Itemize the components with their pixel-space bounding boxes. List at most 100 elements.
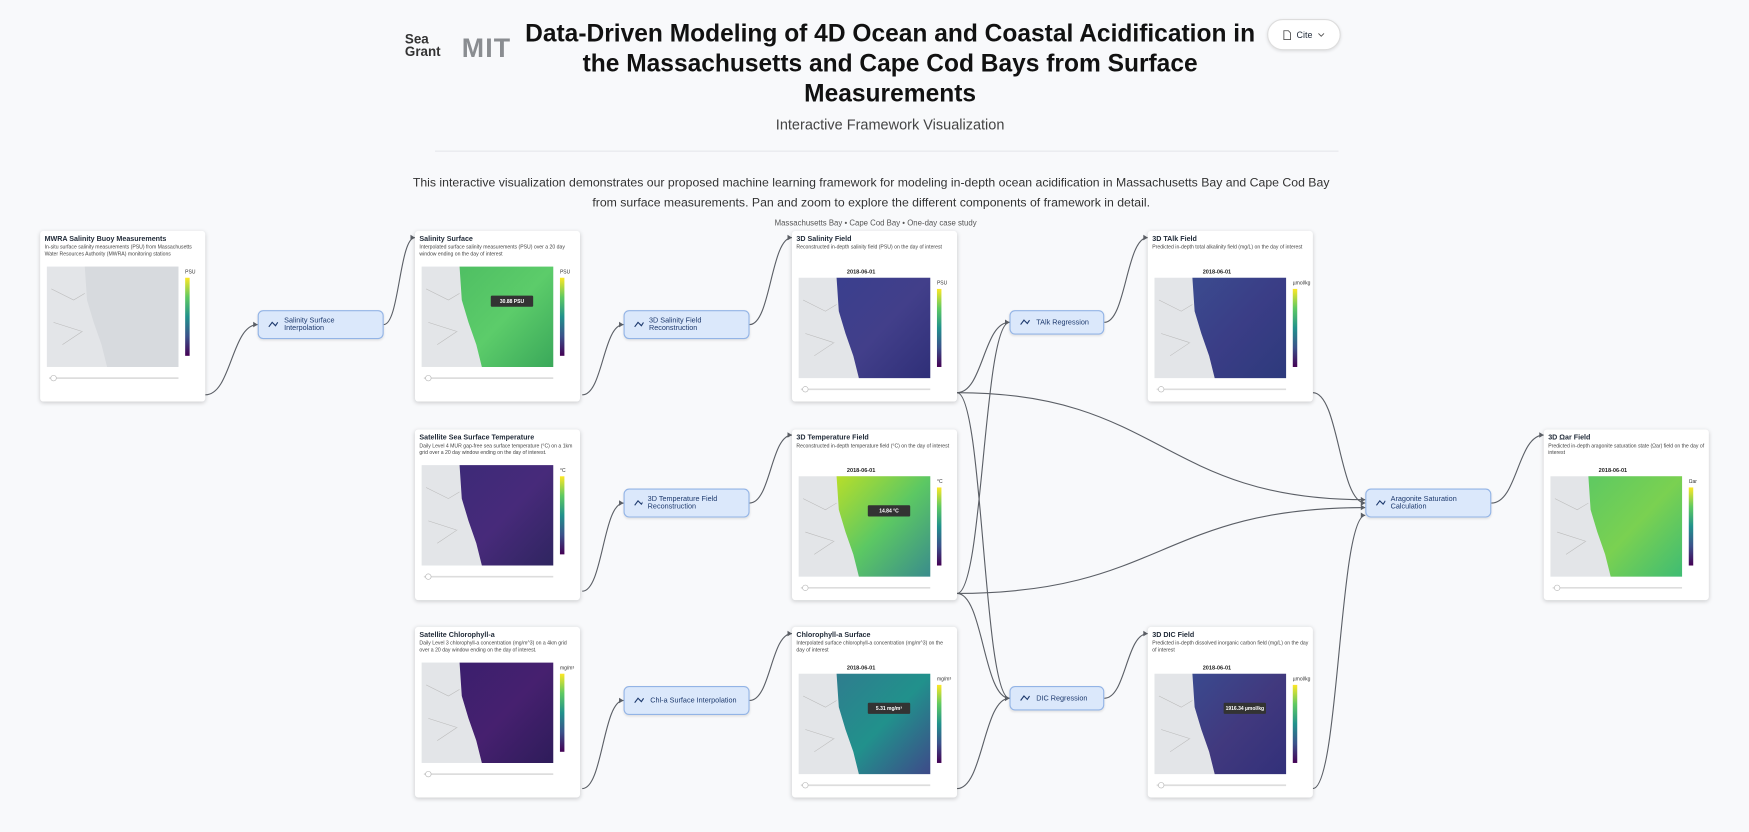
colorbar-unit: PSU bbox=[560, 269, 571, 275]
map-date: 2018-06-01 bbox=[847, 468, 875, 474]
process-node[interactable]: DIC Regression bbox=[1009, 685, 1105, 711]
doc-icon bbox=[1283, 29, 1292, 40]
process-node[interactable]: Aragonite Saturation Calculation bbox=[1365, 488, 1492, 518]
edge-arrow bbox=[619, 321, 624, 328]
card-title: 3D Temperature Field bbox=[796, 433, 869, 442]
map-ocean bbox=[1192, 673, 1287, 775]
node-label: Salinity Surface Interpolation bbox=[284, 316, 335, 333]
node-icon bbox=[1020, 695, 1031, 701]
tooltip-box bbox=[490, 295, 534, 307]
cite-button[interactable]: Cite bbox=[1267, 18, 1341, 51]
edge bbox=[205, 324, 258, 396]
card-title: MWRA Salinity Buoy Measurements bbox=[44, 235, 167, 244]
card-description: Interpolated surface chlorophyll-a conce… bbox=[796, 640, 943, 653]
colorbar bbox=[185, 277, 190, 356]
card-description: Reconstructed in-depth salinity field (P… bbox=[796, 244, 942, 250]
edge-arrow bbox=[1360, 504, 1366, 511]
node-card: 3D Ωar Field Predicted in-depth aragonite… bbox=[1543, 429, 1709, 601]
edge-arrow bbox=[787, 234, 792, 241]
slider-handle bbox=[425, 770, 432, 778]
map-date: 2018-06-01 bbox=[1203, 269, 1231, 275]
process-node[interactable]: 3D Temperature Field Reconstruction bbox=[623, 488, 750, 518]
node-card: 3D TAlk Field Predicted in-depth total al… bbox=[1147, 230, 1313, 402]
node-card: 3D DIC Field Predicted in-depth dissolved… bbox=[1147, 626, 1313, 798]
icon-path bbox=[268, 321, 279, 328]
colorbar bbox=[559, 673, 565, 752]
node-icon bbox=[634, 499, 643, 506]
slider-handle bbox=[802, 782, 809, 789]
edge bbox=[383, 237, 416, 326]
slider-handle bbox=[425, 573, 432, 580]
node-label: Aragonite Saturation Calculation bbox=[1390, 495, 1457, 511]
edge-arrow bbox=[410, 234, 415, 241]
node-card: Chlorophyll-a Surface Interpolated surfac… bbox=[791, 626, 958, 798]
card-description: Predicted in-depth dissolved inorganic c… bbox=[1152, 640, 1309, 653]
edge bbox=[749, 434, 793, 504]
icon-path bbox=[634, 321, 644, 328]
edge bbox=[956, 392, 1010, 699]
case-study-label: Massachusetts Bay • Cape Cod Bay • One-d… bbox=[774, 219, 977, 228]
node-card: 3D Salinity Field Reconstructed in-depth … bbox=[791, 230, 958, 402]
edge-arrow bbox=[619, 500, 624, 506]
map-ocean bbox=[459, 662, 554, 763]
tooltip-value: 1916.34 µmol/kg bbox=[1226, 706, 1264, 712]
map-date: 2018-06-01 bbox=[847, 665, 875, 671]
node-icon bbox=[268, 321, 279, 328]
coast-roads bbox=[1158, 695, 1193, 753]
edge-arrow bbox=[1143, 234, 1148, 241]
edge-arrow bbox=[619, 697, 624, 704]
colorbar bbox=[559, 476, 565, 555]
icon-path bbox=[1020, 695, 1031, 701]
process-node[interactable]: Salinity Surface Interpolation bbox=[257, 310, 384, 340]
card-description: Reconstructed in-depth temperature field… bbox=[796, 442, 950, 449]
node-label: 3D Salinity Field Reconstruction bbox=[648, 316, 702, 333]
coast-roads bbox=[1554, 498, 1589, 555]
map-panel: mg/m³ bbox=[421, 662, 575, 778]
process-node[interactable]: Chl-a Surface Interpolation bbox=[623, 685, 750, 715]
coast-roads bbox=[425, 288, 460, 345]
cite-label[interactable]: Cite bbox=[1296, 29, 1313, 40]
edge bbox=[582, 502, 624, 592]
edge bbox=[957, 392, 1366, 501]
tooltip-box bbox=[1223, 702, 1267, 714]
edge bbox=[582, 324, 624, 396]
colorbar-unit: PSU bbox=[937, 280, 948, 286]
tooltip-value: 30.88 PSU bbox=[500, 299, 525, 305]
map-ocean bbox=[836, 673, 931, 775]
node-card: 3D Temperature Field Reconstructed in-dep… bbox=[791, 429, 958, 601]
colorbar-unit: Ωar bbox=[1689, 479, 1698, 485]
divider bbox=[435, 150, 1339, 152]
intro-text: This interactive visualization demonstra… bbox=[412, 176, 1330, 210]
card-title: 3D Ωar Field bbox=[1548, 433, 1591, 442]
colorbar-unit: °C bbox=[560, 468, 566, 474]
colorbar bbox=[1292, 684, 1298, 763]
colorbar-unit: °C bbox=[937, 479, 943, 485]
coast-roads bbox=[51, 288, 85, 345]
map-date: 2018-06-01 bbox=[1203, 665, 1231, 671]
map-ocean bbox=[459, 465, 554, 566]
card-title: 3D Salinity Field bbox=[796, 235, 852, 244]
page-subtitle: Interactive Framework Visualization bbox=[775, 116, 1005, 133]
colorbar bbox=[936, 288, 942, 367]
icon-path bbox=[1375, 499, 1386, 506]
colorbar-unit: mg/m³ bbox=[560, 665, 575, 671]
slider-handle bbox=[1158, 386, 1165, 393]
edge bbox=[582, 699, 624, 790]
process-node[interactable]: 3D Salinity Field Reconstruction bbox=[623, 310, 750, 340]
edge bbox=[1312, 514, 1366, 790]
colorbar bbox=[936, 684, 942, 763]
node-icon bbox=[634, 697, 645, 704]
map-panel: 2018-06-01 mg/m³ 5.31 mg/m³ bbox=[798, 665, 952, 789]
chevron bbox=[1317, 32, 1324, 37]
process-node[interactable]: TAlk Regression bbox=[1009, 310, 1105, 335]
slider-handle bbox=[802, 584, 809, 591]
tooltip-value: 5.31 mg/m³ bbox=[876, 706, 902, 712]
map-panel: 2018-06-01 °C 14.84 °C bbox=[798, 468, 943, 591]
map-ocean bbox=[836, 476, 931, 577]
colorbar-unit: mg/m³ bbox=[937, 676, 952, 682]
slider-handle bbox=[1554, 584, 1561, 591]
card-description: Daily Level 4 MUR gap-free sea surface t… bbox=[419, 442, 573, 455]
node-card: Satellite Chlorophyll-a Daily Level 3 chl… bbox=[414, 626, 581, 798]
map-date: 2018-06-01 bbox=[1599, 468, 1627, 474]
